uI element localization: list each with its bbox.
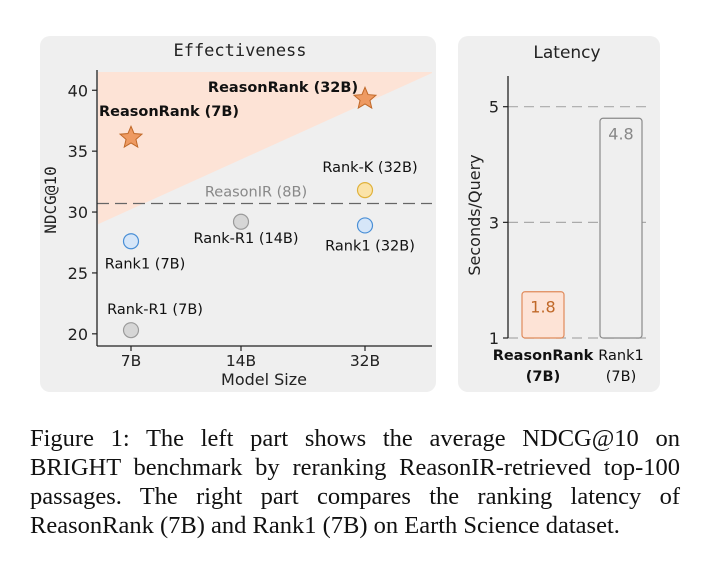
y-tick-label: 40 bbox=[68, 81, 88, 100]
latency-value-label: 4.8 bbox=[608, 124, 633, 143]
y-tick-label: 30 bbox=[68, 203, 88, 222]
latency-category-label: (7B) bbox=[606, 369, 637, 385]
latency-title: Latency bbox=[533, 43, 600, 63]
effectiveness-panel: Effectiveness ReasonIR (8B) ReasonRank (… bbox=[40, 36, 436, 392]
x-tick-label: 7B bbox=[121, 352, 142, 370]
circle-marker bbox=[232, 213, 250, 230]
y-tick-label: 20 bbox=[68, 325, 88, 344]
latency-category-label: (7B) bbox=[526, 369, 560, 385]
reasonir-label: ReasonIR (8B) bbox=[205, 185, 307, 201]
point-label: ReasonRank (7B) bbox=[99, 104, 239, 120]
effectiveness-ylabel: NDCG@10 bbox=[41, 166, 60, 233]
latency-y-tick-label: 1 bbox=[489, 329, 499, 348]
point-label: Rank1 (7B) bbox=[105, 256, 186, 272]
point-label: ReasonRank (32B) bbox=[208, 80, 358, 96]
point-label: Rank-R1 (7B) bbox=[107, 302, 203, 318]
y-tick-label: 35 bbox=[68, 142, 88, 161]
latency-value-label: 1.8 bbox=[530, 298, 555, 317]
latency-bar bbox=[521, 291, 565, 339]
circle-marker bbox=[356, 217, 374, 234]
point-label: Rank1 (32B) bbox=[325, 238, 415, 254]
y-tick-label: 25 bbox=[68, 264, 88, 283]
figure-caption: Figure 1: The left part shows the averag… bbox=[30, 425, 680, 539]
highlight-region bbox=[98, 72, 432, 225]
point-label: Rank-K (32B) bbox=[322, 160, 417, 176]
latency-panel: Latency Seconds/Query 1.8 ReasonRank (7B) 4… bbox=[458, 36, 660, 392]
x-tick-label: 14B bbox=[226, 352, 256, 370]
star-marker bbox=[118, 124, 144, 149]
latency-y-tick-label: 5 bbox=[489, 98, 499, 117]
circle-marker bbox=[122, 322, 140, 339]
effectiveness-title: Effectiveness bbox=[173, 41, 306, 61]
latency-y-tick-label: 3 bbox=[489, 213, 499, 232]
circle-marker bbox=[356, 182, 374, 199]
latency-ylabel: Seconds/Query bbox=[465, 154, 484, 275]
latency-bar bbox=[599, 117, 643, 339]
circle-marker bbox=[122, 233, 140, 250]
latency-category-label: Rank1 bbox=[598, 348, 643, 364]
effectiveness-xlabel: Model Size bbox=[221, 370, 307, 389]
figure: Effectiveness ReasonIR (8B) ReasonRank (… bbox=[40, 36, 660, 392]
point-label: Rank-R1 (14B) bbox=[193, 231, 298, 247]
star-marker bbox=[352, 85, 378, 110]
x-tick-label: 32B bbox=[350, 352, 380, 370]
latency-category-label: ReasonRank bbox=[493, 348, 594, 364]
